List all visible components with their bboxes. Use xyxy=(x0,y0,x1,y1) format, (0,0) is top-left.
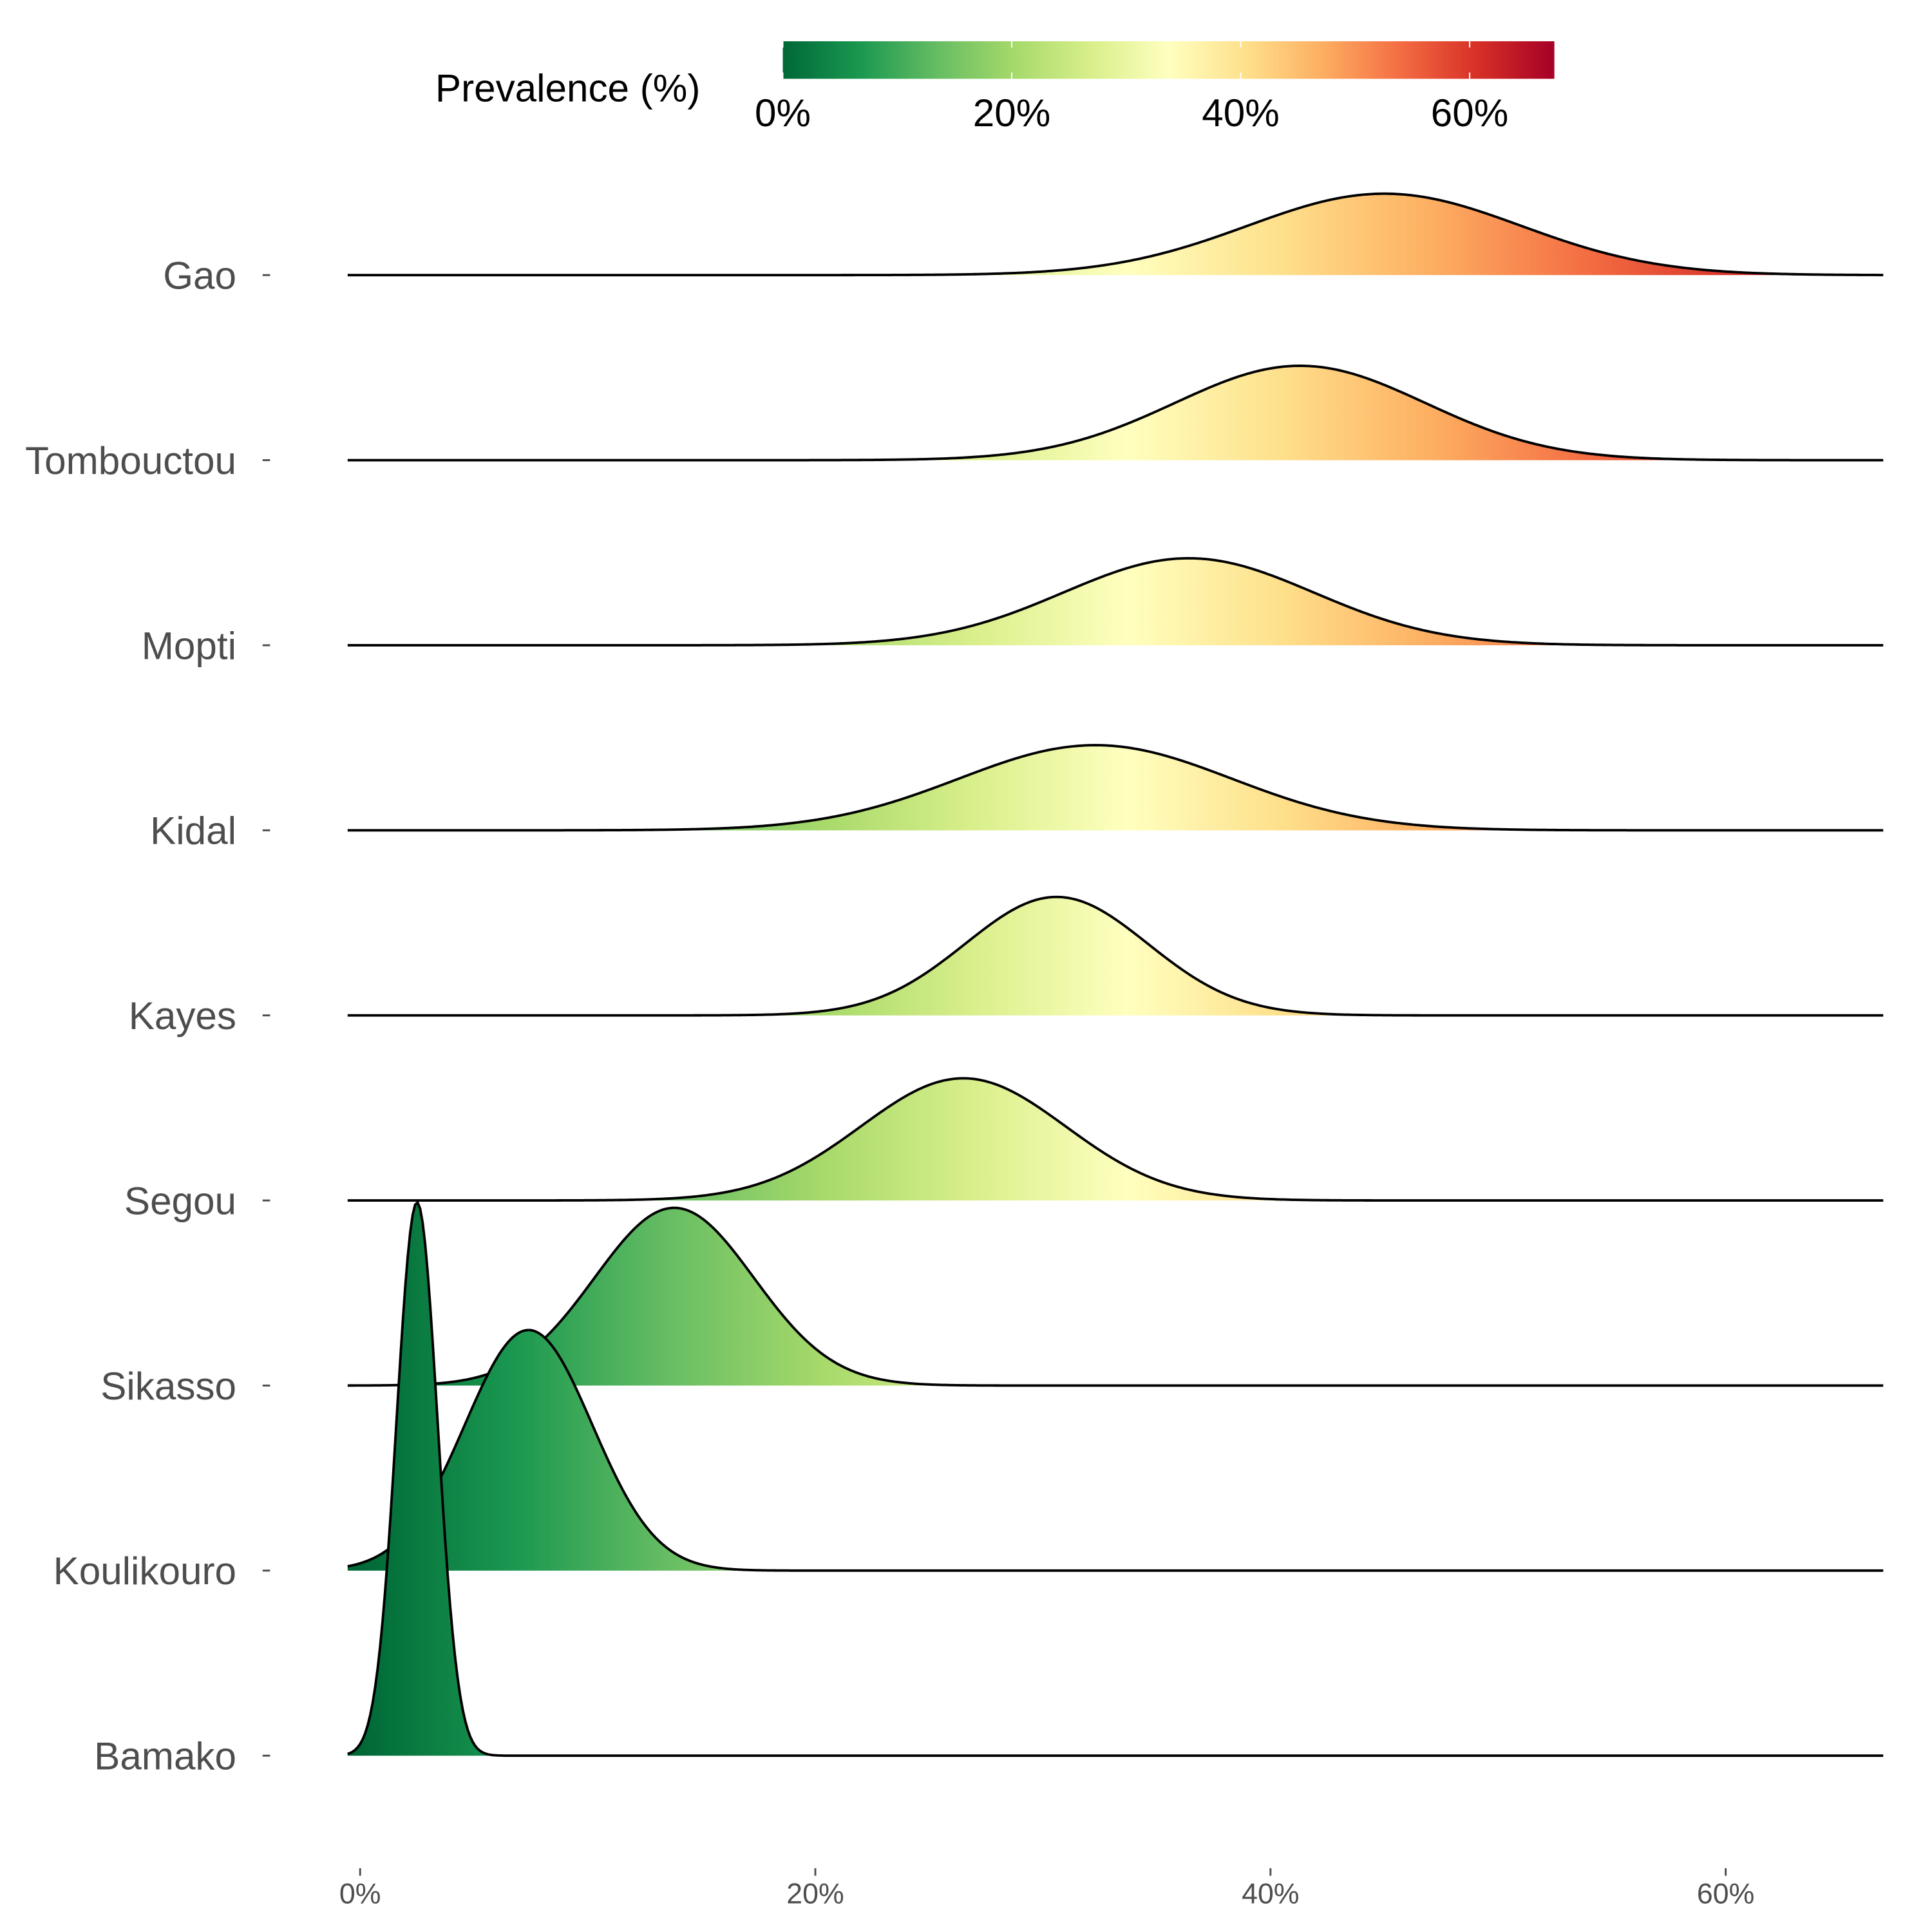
ridge-mopti xyxy=(347,556,1885,647)
ridge-tombouctou xyxy=(347,365,1885,462)
density-line xyxy=(347,365,1884,462)
ridge-gao xyxy=(347,192,1885,277)
ridges xyxy=(347,192,1885,1757)
density-area xyxy=(347,896,1885,1016)
y-tick-label: Gao xyxy=(163,254,236,298)
ridge-segou xyxy=(347,1077,1885,1202)
density-line xyxy=(347,556,1884,647)
legend-tick-label: 0% xyxy=(755,91,811,135)
x-axis: 0% 20% 40% 60% xyxy=(339,1868,1754,1909)
density-area xyxy=(347,1078,1885,1201)
ridge-sikasso xyxy=(347,1206,1885,1387)
y-tick-label: Bamako xyxy=(94,1735,236,1778)
density-area xyxy=(347,1208,1885,1386)
density-line xyxy=(347,1077,1884,1202)
y-tick-label: Koulikouro xyxy=(53,1549,236,1593)
x-tick-label: 0% xyxy=(339,1878,381,1909)
y-tick-label: Sikasso xyxy=(100,1365,236,1408)
density-area xyxy=(347,366,1885,460)
density-line xyxy=(347,1200,1884,1757)
legend-tick-label: 20% xyxy=(973,91,1050,135)
legend-tick-label: 60% xyxy=(1431,91,1508,135)
ridge-koulikouro xyxy=(347,1329,1885,1572)
ridge-kayes xyxy=(347,895,1885,1017)
legend-title: Prevalence (%) xyxy=(435,66,700,109)
y-tick-label: Kayes xyxy=(129,994,236,1037)
density-line xyxy=(347,1329,1884,1572)
x-tick-label: 60% xyxy=(1697,1878,1754,1909)
density-area xyxy=(347,745,1885,831)
density-area xyxy=(347,193,1885,276)
density-line xyxy=(347,895,1884,1017)
x-tick-label: 40% xyxy=(1242,1878,1299,1909)
legend-tick-label: 40% xyxy=(1202,91,1279,135)
legend-colorbar xyxy=(782,41,1555,79)
y-tick-label: Segou xyxy=(124,1179,236,1222)
y-tick-label: Kidal xyxy=(150,810,236,853)
density-area xyxy=(347,558,1885,645)
y-tick-label: Tombouctou xyxy=(25,439,236,482)
density-area xyxy=(347,1330,1885,1571)
density-line xyxy=(347,1206,1884,1387)
ridge-bamako xyxy=(347,1200,1885,1757)
legend: Prevalence (%) 0% 20% 40% 60% xyxy=(435,41,1555,135)
density-line xyxy=(347,192,1884,277)
y-tick-label: Mopti xyxy=(142,624,236,667)
density-line xyxy=(347,744,1884,832)
x-tick-label: 20% xyxy=(786,1878,844,1909)
y-axis: Gao Tombouctou Mopti Kidal Kayes Segou Sikasso… xyxy=(25,254,270,1778)
ridge-kidal xyxy=(347,744,1885,832)
